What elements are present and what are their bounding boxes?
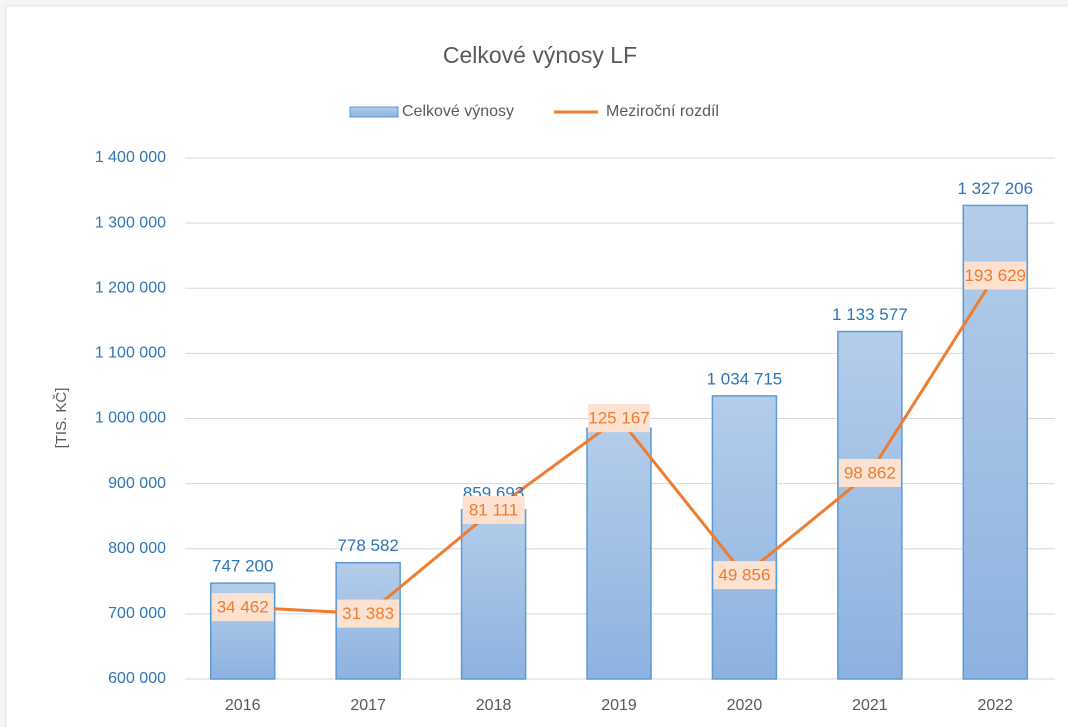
- line-value-label: 125 167: [588, 409, 649, 428]
- legend-label: Celkové výnosy: [402, 103, 514, 120]
- line-value-label: 81 111: [469, 500, 518, 519]
- y-tick-label: 800 000: [108, 540, 166, 557]
- line-label-box: [588, 404, 650, 433]
- bar-value-label: 1 034 715: [707, 369, 783, 388]
- y-tick-label: 1 300 000: [95, 214, 166, 231]
- y-tick-label: 1 400 000: [95, 149, 166, 166]
- y-tick-label: 900 000: [108, 475, 166, 492]
- line-value-label: 49 856: [718, 566, 770, 585]
- x-tick-label: 2016: [225, 697, 261, 714]
- chart-title: Celkové výnosy LF: [443, 42, 637, 68]
- line-label-box: [337, 599, 400, 628]
- bar-value-label: 1 327 206: [957, 179, 1033, 198]
- bar: [711, 395, 778, 680]
- y-tick-label: 1 200 000: [95, 279, 166, 296]
- x-tick-label: 2020: [727, 697, 763, 714]
- y-tick-label: 1 100 000: [95, 345, 166, 362]
- legend-label: Meziroční rozdíl: [606, 103, 719, 120]
- bar: [586, 427, 652, 680]
- line-value-label: 31 383: [342, 604, 394, 623]
- y-tick-label: 600 000: [108, 670, 166, 687]
- y-axis-label: [TIS. KČ]: [53, 388, 70, 449]
- x-tick-label: 2021: [852, 697, 888, 714]
- line-label-box: [462, 495, 525, 524]
- y-tick-label: 1 000 000: [95, 410, 166, 427]
- line-value-label: 34 462: [217, 598, 269, 617]
- line-label-box: [713, 561, 776, 590]
- bar-value-label: 1 133 577: [832, 305, 908, 324]
- x-tick-label: 2017: [350, 697, 386, 714]
- y-tick-label: 700 000: [108, 605, 166, 622]
- bar: [460, 509, 527, 680]
- x-tick-label: 2022: [977, 697, 1013, 714]
- x-tick-label: 2018: [476, 697, 512, 714]
- bar: [837, 330, 903, 680]
- line-label-box: [964, 261, 1027, 290]
- line-label-box: [211, 593, 274, 622]
- x-tick-label: 2019: [601, 697, 637, 714]
- bar-value-label: 747 200: [212, 557, 273, 576]
- line-label-box: [838, 458, 901, 487]
- legend-swatch: [349, 106, 399, 118]
- line-value-label: 193 629: [965, 266, 1026, 285]
- bar-value-label: 778 582: [337, 536, 398, 555]
- line-value-label: 98 862: [844, 463, 896, 482]
